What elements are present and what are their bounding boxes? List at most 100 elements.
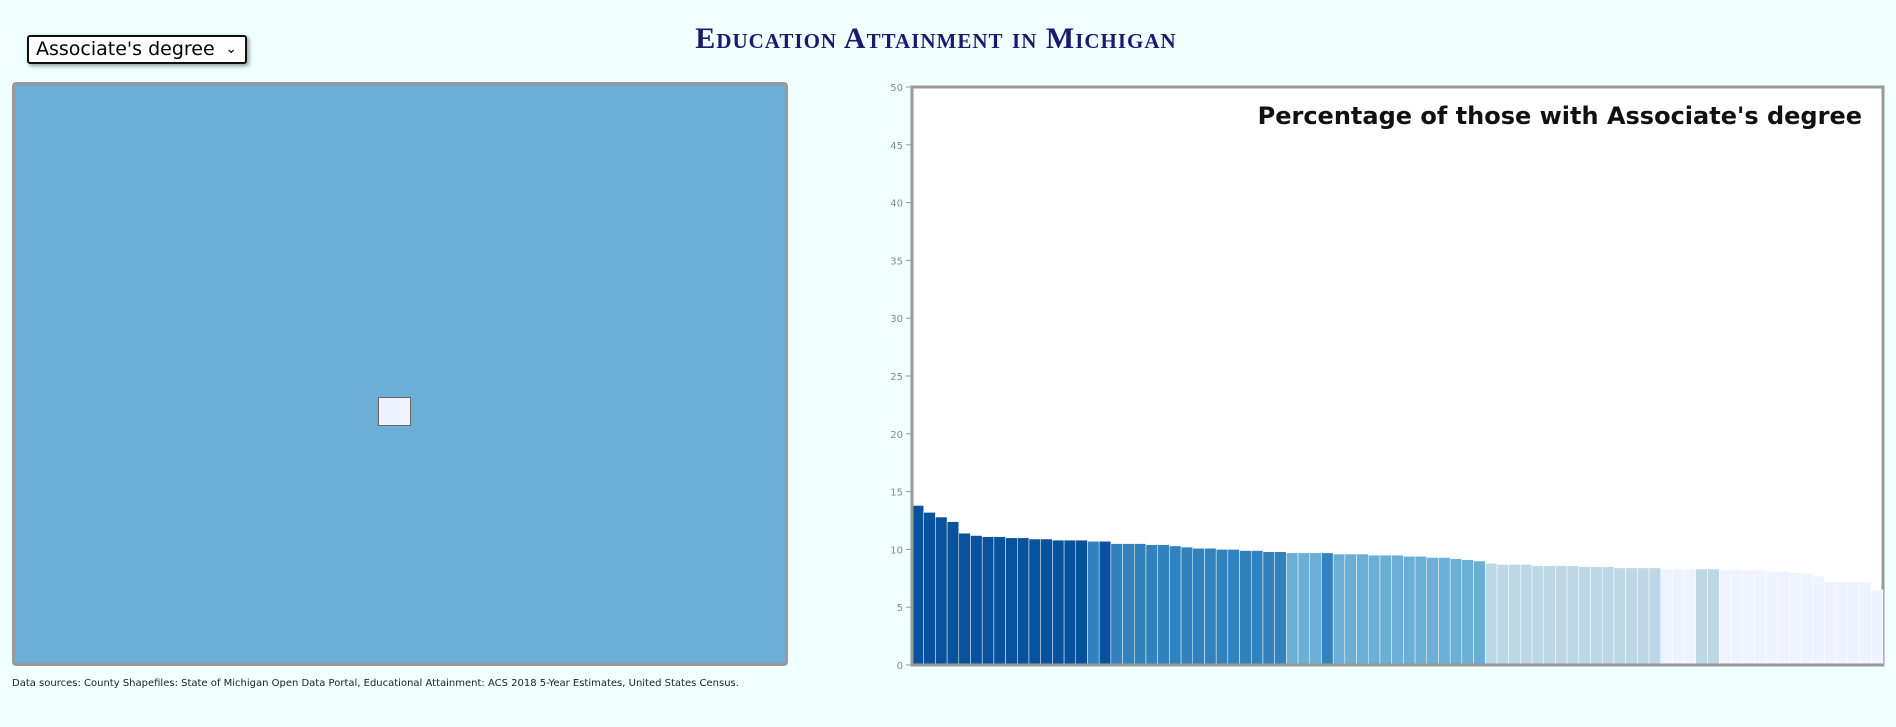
chart: Percentage of those with Associate's deg… [890, 83, 1885, 672]
bar [1847, 581, 1860, 666]
bar [911, 505, 924, 666]
bar [1566, 565, 1580, 666]
chart-title: Percentage of those with Associate's deg… [1258, 102, 1862, 130]
bar [1765, 571, 1778, 666]
bar [1286, 552, 1299, 666]
dropdown[interactable]: Associate's degree ⌄ [27, 35, 247, 64]
bar [1391, 554, 1404, 666]
bar [1707, 568, 1720, 666]
bar [1800, 573, 1814, 666]
bar [1461, 559, 1474, 666]
bar [1063, 539, 1077, 666]
dropdown-label[interactable]: Associate's degree [36, 38, 215, 60]
bar [1543, 565, 1556, 666]
bar [1239, 550, 1252, 666]
bar [1613, 567, 1626, 666]
bar [1718, 569, 1732, 666]
bar [1496, 564, 1509, 666]
bar [1192, 547, 1205, 666]
y-tick-label: 45 [890, 141, 903, 152]
bar [1017, 537, 1030, 666]
bar [1169, 545, 1182, 666]
bar [1134, 543, 1147, 666]
bar [1730, 569, 1743, 666]
county-shape[interactable] [378, 397, 411, 426]
y-tick-label: 50 [890, 83, 903, 94]
bar [1754, 569, 1767, 666]
bar [1227, 549, 1240, 666]
bar [1578, 566, 1591, 666]
bar [935, 516, 948, 666]
y-tick-label: 30 [890, 314, 903, 325]
bar [970, 535, 983, 666]
bar [1601, 566, 1615, 666]
bar [1414, 556, 1427, 666]
bar [1777, 571, 1790, 666]
bar [1508, 564, 1521, 666]
bar [1590, 566, 1603, 666]
y-tick-label: 40 [890, 199, 903, 210]
bar [1812, 575, 1825, 666]
bar [1379, 554, 1392, 666]
y-tick-label: 0 [897, 661, 903, 672]
bar [1555, 565, 1568, 666]
bar [1297, 552, 1311, 666]
bar [1356, 553, 1369, 666]
bar [1637, 567, 1650, 666]
bar [1520, 564, 1533, 666]
bar [1075, 539, 1088, 666]
bar [1332, 553, 1346, 666]
bar [1403, 556, 1416, 666]
bar [1274, 551, 1287, 666]
source-note: Data sources: County Shapefiles: State o… [12, 678, 739, 689]
bar [1789, 572, 1802, 666]
bar [1871, 589, 1884, 666]
bar [946, 521, 960, 666]
bar [1087, 541, 1100, 666]
bar [1180, 546, 1194, 666]
bar [1695, 568, 1708, 666]
y-tick-label: 35 [890, 256, 903, 267]
bar [1824, 581, 1837, 666]
bar [1473, 560, 1486, 666]
bar [981, 536, 995, 666]
bar [1122, 543, 1135, 666]
bar [1052, 539, 1065, 666]
bar [958, 532, 971, 666]
bar [1204, 547, 1217, 666]
bar [1683, 568, 1697, 666]
map [12, 82, 788, 666]
y-tick-label: 20 [890, 430, 903, 441]
page-title: Education Attainment in Michigan [695, 22, 1177, 55]
bar [1742, 569, 1755, 666]
bar [1110, 543, 1123, 666]
y-tick-label: 10 [890, 545, 903, 556]
bar [1449, 558, 1463, 666]
bar [1157, 544, 1170, 666]
bar [1672, 568, 1685, 666]
bar [993, 536, 1006, 666]
bar [1040, 538, 1053, 666]
bar [1368, 554, 1381, 666]
bar [1660, 568, 1673, 666]
y-tick-label: 5 [897, 603, 903, 614]
bar [1251, 550, 1264, 666]
bar [1835, 581, 1849, 666]
bar [1344, 553, 1357, 666]
bar [923, 512, 936, 666]
bar [1484, 563, 1498, 666]
bar [1625, 567, 1638, 666]
bar [1859, 581, 1872, 666]
bar [1531, 565, 1544, 666]
y-tick-label: 25 [890, 372, 903, 383]
bar [1005, 537, 1018, 666]
bar [1145, 544, 1158, 666]
dropdown-caret[interactable]: ⌄ [225, 41, 237, 57]
bar [1426, 557, 1439, 666]
bar [1648, 567, 1661, 666]
bar [1215, 549, 1229, 666]
bar [1262, 551, 1275, 666]
y-tick-label: 15 [890, 488, 903, 499]
bar [1028, 538, 1041, 666]
